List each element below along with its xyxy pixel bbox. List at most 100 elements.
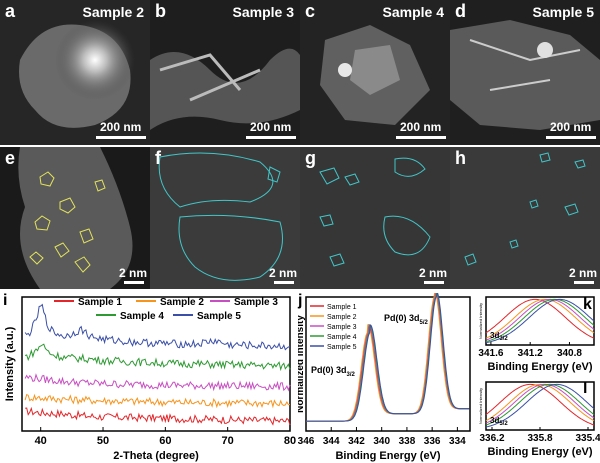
panel-label-e: e: [5, 148, 16, 168]
peak-series-3: [485, 298, 595, 341]
sem-image-a: [19, 20, 135, 128]
scale-text-e: 2 nm: [119, 266, 148, 280]
x-axis-label: Binding Energy (eV): [487, 361, 592, 373]
scale-bar-b: [246, 136, 296, 139]
x-tick-label: 344: [323, 436, 340, 447]
chart-xrd: 40 50 60 70 80 2-Theta (degree) Intensity (a.u…: [4, 296, 296, 462]
xps-series-5: [306, 293, 470, 422]
scale-text-f: 2 nm: [269, 266, 298, 280]
panel-title-d: Sample 5: [532, 4, 594, 20]
tem-image-f: [158, 152, 283, 281]
chart-label-l: l: [583, 380, 588, 397]
chart-label-k: k: [583, 296, 592, 313]
x-tick-label: 335.4: [575, 433, 600, 444]
tem-image-h: [464, 152, 586, 266]
y-axis-label: Normalized Intensity: [478, 303, 483, 339]
scale-bar-a: [96, 136, 146, 139]
x-axis-label: Binding Energy (eV): [487, 446, 592, 458]
x-tick-label: 341.2: [518, 348, 543, 359]
chart-xps-k: 341.6 341.2 340.8 Binding Energy (eV) Normal…: [478, 296, 595, 373]
panel-title-a: Sample 2: [82, 4, 144, 20]
x-tick-label: 340: [373, 436, 390, 447]
panel-d: d Sample 5 200 nm: [450, 0, 600, 145]
x-tick-label: 60: [159, 435, 171, 447]
x-tick-label: 80: [284, 435, 296, 447]
peak-series-4: [485, 298, 595, 343]
panel-f: f 2 nm: [150, 147, 300, 289]
panel-b: b Sample 3 200 nm: [150, 0, 300, 145]
panel-e: e 2 nm: [0, 147, 150, 289]
scale-bar-e: [124, 281, 144, 284]
scale-text-a: 200 nm: [100, 120, 142, 134]
y-axis-label: Intensity (a.u.): [4, 326, 16, 401]
x-tick-label: 50: [97, 435, 109, 447]
xrd-series-3: [24, 373, 291, 392]
sem-image-c: [320, 25, 430, 125]
scale-bar-g: [424, 281, 444, 284]
panel-a: a Sample 2 200 nm: [0, 0, 150, 145]
legend-label: Sample 2: [327, 314, 357, 321]
panel-title-b: Sample 3: [232, 4, 294, 20]
peak-series-5: [485, 298, 595, 344]
peak-series-2: [485, 383, 595, 422]
panel-label-d: d: [455, 1, 466, 21]
legend-label: Sample 1: [327, 304, 357, 311]
panel-g: g 2 nm: [300, 147, 450, 289]
xrd-series-2: [24, 393, 290, 409]
panel-label-h: h: [455, 148, 466, 168]
scale-text-d: 200 nm: [550, 120, 592, 134]
scale-text-h: 2 nm: [569, 266, 598, 280]
x-tick-label: 340.8: [557, 348, 582, 359]
panel-h: h 2 nm: [450, 147, 600, 289]
x-tick-label: 335.8: [527, 433, 552, 444]
legend-label: Sample 4: [327, 334, 357, 341]
legend-label: Sample 3: [327, 324, 357, 331]
scale-text-g: 2 nm: [419, 266, 448, 280]
legend-label: Sample 3: [234, 297, 278, 308]
scale-bar-h: [574, 281, 594, 284]
x-tick-label: 341.6: [478, 348, 503, 359]
panel-label-b: b: [155, 1, 166, 21]
x-tick-label: 338: [399, 436, 416, 447]
x-tick-label: 40: [35, 435, 47, 447]
xrd-series-4: [24, 343, 291, 372]
peak-series-3: [485, 383, 595, 424]
tem-image-e: [18, 147, 133, 289]
x-tick-label: 342: [348, 436, 365, 447]
panel-label-g: g: [305, 148, 316, 168]
peak-annotation-52: Pd(0) 3d5/2: [384, 313, 429, 326]
panel-c: c Sample 4 200 nm: [300, 0, 450, 145]
x-axis-label: 2-Theta (degree): [113, 450, 199, 462]
legend-label: Sample 1: [78, 297, 122, 308]
tem-image-g: [319, 157, 431, 267]
scale-text-b: 200 nm: [250, 120, 292, 134]
legend-label: Sample 4: [120, 311, 164, 322]
sem-image-d: [450, 20, 600, 130]
chart-xps-l: 336.2 335.8 335.4 Binding Energy (eV) Normal…: [478, 381, 600, 458]
peak-annotation: 3d3/2: [490, 331, 508, 342]
peak-series-5: [485, 383, 595, 428]
xrd-series-1: [25, 406, 291, 426]
peak-series-2: [485, 298, 595, 339]
xrd-series-5: [24, 303, 291, 351]
y-axis-label: Normalized Intensity: [298, 315, 306, 413]
panel-title-c: Sample 4: [382, 4, 444, 20]
panel-label-f: f: [155, 148, 161, 168]
x-axis-label: Binding Energy (eV): [335, 450, 440, 462]
panel-label-a: a: [5, 1, 16, 21]
plot-frame: [21, 296, 291, 432]
scale-bar-c: [396, 136, 446, 139]
scale-bar-f: [274, 281, 294, 284]
chart-label-j: j: [298, 292, 303, 309]
peak-annotation-32: Pd(0) 3d3/2: [311, 365, 356, 378]
legend-label: Sample 2: [160, 297, 204, 308]
sem-image-b: [150, 48, 300, 130]
scale-text-c: 200 nm: [400, 120, 442, 134]
peak-annotation: 3d5/2: [490, 416, 508, 427]
x-tick-label: 334: [449, 436, 466, 447]
chart-label-i: i: [3, 292, 8, 309]
x-tick-label: 70: [222, 435, 234, 447]
legend-label: Sample 5: [327, 344, 357, 351]
x-tick-label: 336: [424, 436, 441, 447]
peak-series-4: [485, 383, 595, 426]
